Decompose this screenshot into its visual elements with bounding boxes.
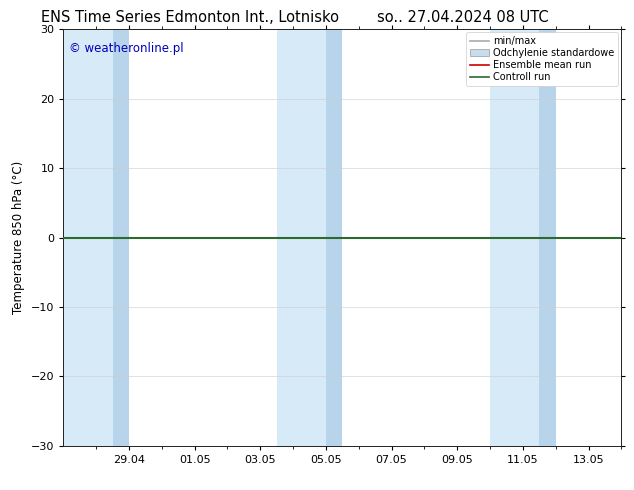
Text: so.. 27.04.2024 08 UTC: so.. 27.04.2024 08 UTC bbox=[377, 10, 548, 25]
Bar bbox=[276, 29, 326, 446]
Legend: min/max, Odchylenie standardowe, Ensemble mean run, Controll run: min/max, Odchylenie standardowe, Ensembl… bbox=[466, 32, 618, 86]
Text: ENS Time Series Edmonton Int., Lotnisko: ENS Time Series Edmonton Int., Lotnisko bbox=[41, 10, 339, 25]
Bar bbox=[490, 29, 540, 446]
Bar bbox=[63, 29, 113, 446]
Text: © weatheronline.pl: © weatheronline.pl bbox=[69, 42, 184, 55]
Bar bbox=[326, 29, 342, 446]
Y-axis label: Temperature 850 hPa (°C): Temperature 850 hPa (°C) bbox=[12, 161, 25, 314]
Bar bbox=[540, 29, 555, 446]
Bar bbox=[113, 29, 129, 446]
